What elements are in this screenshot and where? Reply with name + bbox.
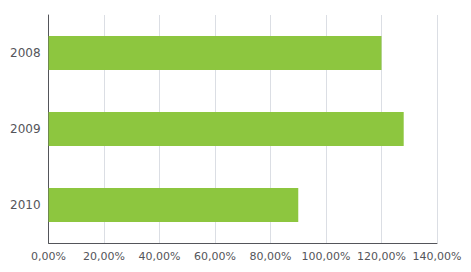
svg-text:0,00%: 0,00% <box>31 250 66 263</box>
svg-text:2008: 2008 <box>10 46 41 60</box>
svg-text:40,00%: 40,00% <box>139 250 181 263</box>
svg-text:100,00%: 100,00% <box>302 250 351 263</box>
svg-text:140,00%: 140,00% <box>413 250 462 263</box>
svg-text:80,00%: 80,00% <box>250 250 292 263</box>
svg-text:20,00%: 20,00% <box>83 250 125 263</box>
svg-text:120,00%: 120,00% <box>357 250 406 263</box>
svg-text:2010: 2010 <box>10 198 41 212</box>
svg-text:60,00%: 60,00% <box>194 250 236 263</box>
svg-text:2009: 2009 <box>10 122 41 136</box>
